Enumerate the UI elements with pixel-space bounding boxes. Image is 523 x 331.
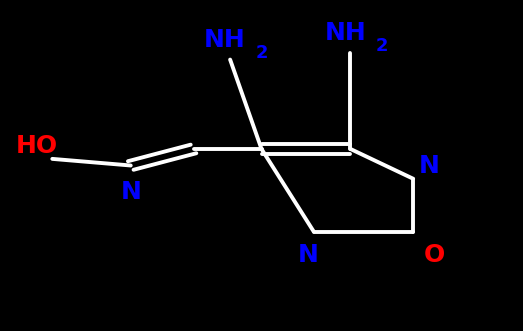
Text: N: N [418, 154, 439, 177]
Text: N: N [120, 180, 141, 204]
Text: NH: NH [204, 28, 246, 52]
Text: NH: NH [324, 21, 366, 45]
Text: HO: HO [16, 134, 58, 158]
Text: 2: 2 [255, 44, 268, 62]
Text: N: N [298, 243, 319, 267]
Text: 2: 2 [376, 37, 388, 55]
Text: O: O [424, 243, 445, 267]
